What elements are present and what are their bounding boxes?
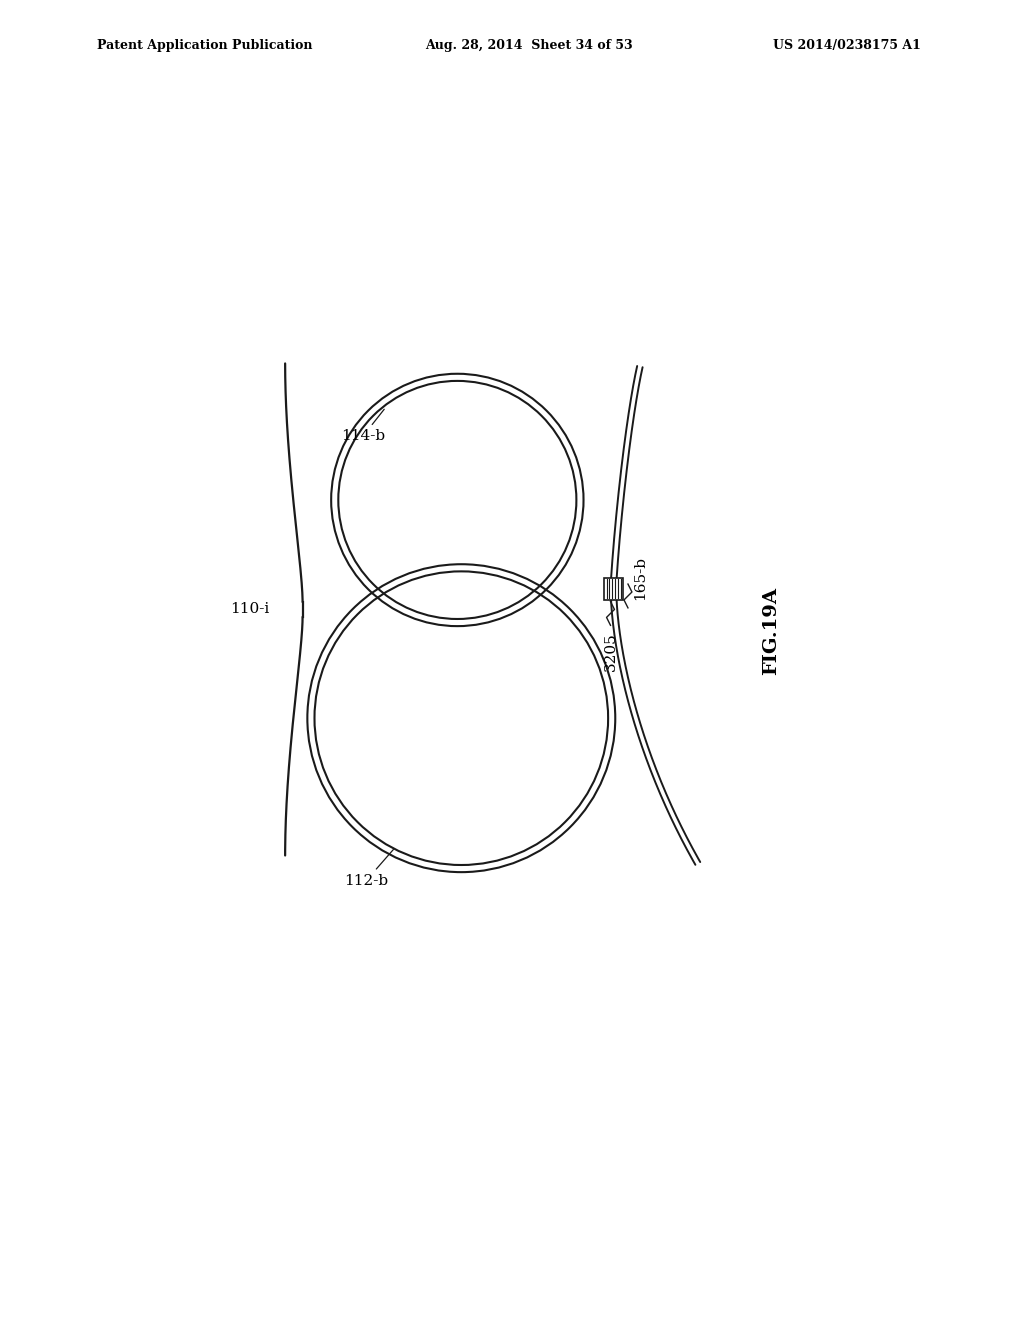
- Text: 110-i: 110-i: [230, 602, 269, 616]
- Text: Patent Application Publication: Patent Application Publication: [97, 38, 312, 51]
- Text: FIG.19A: FIG.19A: [762, 587, 780, 675]
- Text: Aug. 28, 2014  Sheet 34 of 53: Aug. 28, 2014 Sheet 34 of 53: [425, 38, 633, 51]
- Bar: [604, 578, 624, 599]
- Text: 112-b: 112-b: [344, 850, 393, 888]
- Text: US 2014/0238175 A1: US 2014/0238175 A1: [773, 38, 921, 51]
- Text: 165-b: 165-b: [633, 556, 647, 599]
- Text: 114-b: 114-b: [341, 409, 385, 444]
- Text: 3205: 3205: [603, 632, 617, 672]
